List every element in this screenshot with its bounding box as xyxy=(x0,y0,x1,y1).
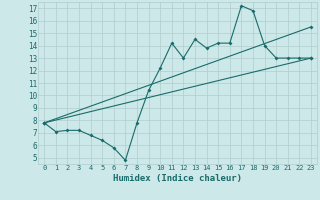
X-axis label: Humidex (Indice chaleur): Humidex (Indice chaleur) xyxy=(113,174,242,183)
